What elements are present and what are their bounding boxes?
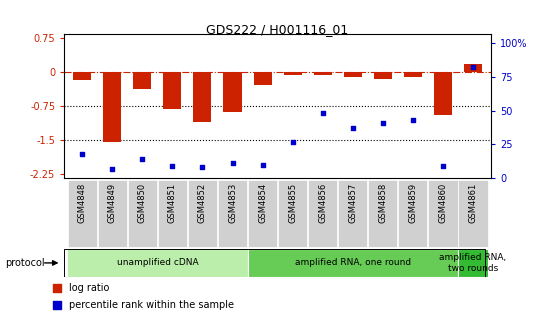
Text: GSM4858: GSM4858 xyxy=(378,183,387,223)
Point xyxy=(408,117,417,123)
Point xyxy=(138,157,147,162)
Bar xyxy=(194,72,211,122)
Bar xyxy=(103,72,121,142)
Point xyxy=(258,162,267,167)
Text: GSM4856: GSM4856 xyxy=(318,183,327,223)
Bar xyxy=(398,180,427,247)
Point xyxy=(439,163,448,169)
Bar xyxy=(163,72,181,109)
Bar xyxy=(429,180,458,247)
Text: GDS222 / H001116_01: GDS222 / H001116_01 xyxy=(206,24,349,37)
Text: GSM4861: GSM4861 xyxy=(469,183,478,223)
Bar xyxy=(248,180,277,247)
Point xyxy=(302,73,311,78)
Point xyxy=(378,120,387,125)
Point xyxy=(198,165,207,170)
Bar xyxy=(248,249,458,277)
Bar xyxy=(253,72,272,85)
Text: GSM4859: GSM4859 xyxy=(408,183,417,223)
Bar xyxy=(344,72,362,77)
Text: GSM4852: GSM4852 xyxy=(198,183,207,223)
Point xyxy=(108,166,117,171)
Text: GSM4857: GSM4857 xyxy=(348,183,357,223)
Bar xyxy=(404,72,422,77)
Bar xyxy=(314,72,331,75)
Text: GSM4851: GSM4851 xyxy=(168,183,177,223)
Bar xyxy=(67,249,248,277)
Point xyxy=(228,161,237,166)
Bar xyxy=(308,180,337,247)
Bar xyxy=(434,72,452,115)
Bar xyxy=(98,180,127,247)
Bar xyxy=(374,72,392,79)
Text: unamplified cDNA: unamplified cDNA xyxy=(117,258,198,267)
Bar xyxy=(338,180,367,247)
Bar xyxy=(459,180,488,247)
Bar xyxy=(224,72,242,112)
Point xyxy=(168,163,177,169)
Bar xyxy=(464,64,482,72)
Point xyxy=(318,111,327,116)
Text: GSM4854: GSM4854 xyxy=(258,183,267,223)
Bar xyxy=(158,180,187,247)
Bar xyxy=(368,180,397,247)
Bar xyxy=(458,249,488,277)
Bar xyxy=(133,72,151,89)
Text: GSM4853: GSM4853 xyxy=(228,183,237,223)
Text: amplified RNA,
two rounds: amplified RNA, two rounds xyxy=(439,253,507,272)
Text: protocol: protocol xyxy=(6,258,45,268)
Point xyxy=(348,125,357,131)
Text: amplified RNA, one round: amplified RNA, one round xyxy=(295,258,411,267)
Text: GSM4855: GSM4855 xyxy=(288,183,297,223)
Text: GSM4850: GSM4850 xyxy=(138,183,147,223)
Bar xyxy=(283,72,302,75)
Bar xyxy=(188,180,217,247)
Text: log ratio: log ratio xyxy=(69,283,109,293)
Point xyxy=(78,151,86,157)
Text: GSM4849: GSM4849 xyxy=(108,183,117,223)
Bar xyxy=(218,180,247,247)
Text: percentile rank within the sample: percentile rank within the sample xyxy=(69,300,234,310)
Bar xyxy=(73,72,91,80)
Bar xyxy=(68,180,97,247)
Text: GSM4848: GSM4848 xyxy=(78,183,86,223)
Bar xyxy=(278,180,307,247)
Point xyxy=(288,139,297,144)
Point xyxy=(469,65,478,70)
Point xyxy=(302,226,311,231)
Bar xyxy=(128,180,157,247)
Text: GSM4860: GSM4860 xyxy=(439,183,448,223)
